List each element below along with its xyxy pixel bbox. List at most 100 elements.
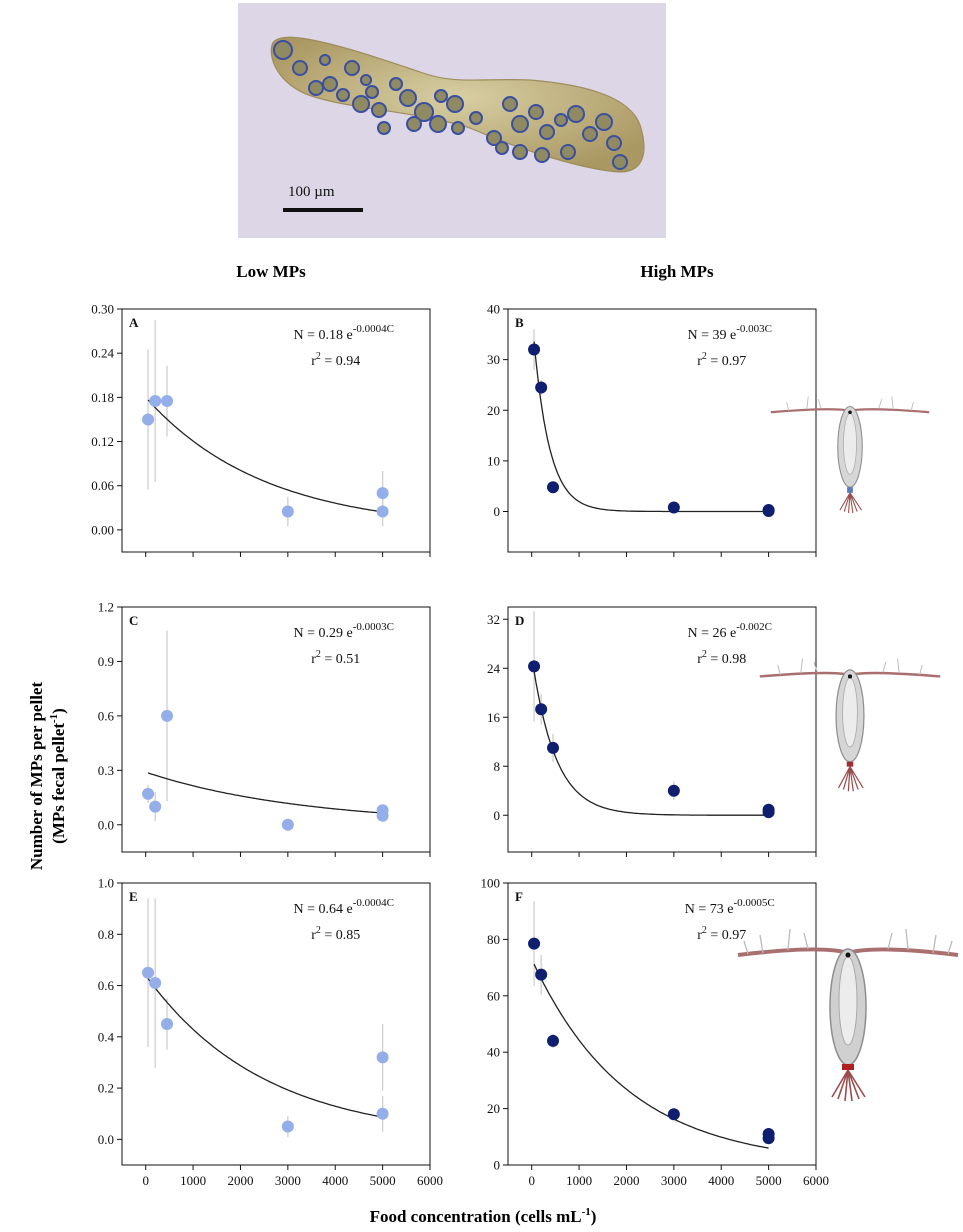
microplastic-bead bbox=[344, 60, 360, 76]
x-tick-label: 3000 bbox=[275, 1173, 301, 1188]
x-axis-label-text: Food concentration (cells mL bbox=[370, 1207, 582, 1226]
data-point bbox=[535, 381, 548, 394]
data-point bbox=[762, 504, 775, 517]
r-squared: r2 = 0.94 bbox=[311, 351, 360, 369]
panel-letter: D bbox=[515, 613, 524, 628]
fit-curve bbox=[533, 341, 769, 513]
x-tick-label: 0 bbox=[528, 1173, 535, 1188]
panel-c: 0.0 0.3 0.6 0.9 1.2 C N = 0.29 e-0.0003C r2 = 0… bbox=[98, 600, 431, 857]
microplastic-bead bbox=[319, 54, 331, 66]
y-axis-label-line2: (MPs fecal pellet bbox=[49, 723, 68, 844]
r-squared-sup: 2 bbox=[702, 649, 707, 660]
data-point bbox=[142, 413, 155, 426]
fit-equation: N = 0.18 e-0.0004C bbox=[294, 323, 394, 343]
microplastic-bead bbox=[595, 113, 613, 131]
fit-equation-exponent: -0.002C bbox=[736, 621, 772, 633]
microplastic-bead bbox=[414, 102, 434, 122]
y-tick-label: 0.24 bbox=[91, 346, 114, 361]
svg-text:(MPs fecal pellet-1): (MPs fecal pellet-1) bbox=[48, 708, 68, 844]
microplastic-bead bbox=[567, 105, 585, 123]
x-tick-label: 5000 bbox=[370, 1173, 396, 1188]
data-point bbox=[667, 1108, 680, 1121]
r-squared-symbol: r bbox=[697, 354, 702, 369]
microplastic-bead bbox=[469, 111, 483, 125]
data-point bbox=[376, 1051, 389, 1064]
y-axis-label-sup: -1 bbox=[48, 714, 60, 723]
fit-curve bbox=[533, 963, 769, 1149]
r-squared-sup: 2 bbox=[316, 925, 321, 936]
plot-frame bbox=[507, 882, 817, 1166]
data-point bbox=[535, 968, 548, 981]
microplastic-bead bbox=[502, 96, 518, 112]
x-axis-label-close: ) bbox=[591, 1207, 597, 1226]
plot-frame bbox=[121, 882, 431, 1166]
data-point bbox=[161, 1018, 174, 1030]
y-tick-label: 0.18 bbox=[91, 390, 114, 405]
y-tick-label: 0 bbox=[494, 808, 501, 823]
r-squared-symbol: r bbox=[311, 652, 316, 667]
x-axis-label-sup: -1 bbox=[582, 1206, 591, 1218]
microplastic-bead bbox=[451, 121, 465, 135]
fit-curve bbox=[147, 399, 383, 513]
r-squared-sup: 2 bbox=[702, 925, 707, 936]
fit-equation-base: N = 0.18 e bbox=[294, 328, 353, 343]
y-tick-label: 0.6 bbox=[98, 978, 115, 993]
microplastic-bead bbox=[539, 124, 555, 140]
x-tick-label: 1000 bbox=[566, 1173, 592, 1188]
microplastic-bead bbox=[446, 95, 464, 113]
panel-letter: A bbox=[129, 315, 139, 330]
data-point bbox=[376, 1107, 389, 1120]
y-tick-label: 0.06 bbox=[91, 478, 114, 493]
scale-bar bbox=[283, 208, 363, 212]
r-squared-sup: 2 bbox=[316, 649, 321, 660]
y-tick-label: 0.2 bbox=[98, 1081, 114, 1096]
y-tick-label: 8 bbox=[494, 759, 501, 774]
y-tick-label: 60 bbox=[487, 988, 500, 1003]
r-squared: r2 = 0.97 bbox=[697, 351, 746, 369]
y-tick-label: 10 bbox=[487, 453, 500, 468]
data-point bbox=[528, 343, 541, 356]
data-point bbox=[762, 1132, 775, 1145]
y-tick-label: 30 bbox=[487, 352, 500, 367]
y-tick-label: 0.6 bbox=[98, 708, 115, 723]
x-tick-label: 5000 bbox=[756, 1173, 782, 1188]
microplastic-bead bbox=[495, 141, 509, 155]
y-tick-label: 24 bbox=[487, 661, 501, 676]
y-tick-label: 40 bbox=[487, 302, 500, 317]
plot-frame bbox=[121, 606, 431, 853]
fit-equation-exponent: -0.0003C bbox=[353, 621, 394, 633]
y-tick-label: 0 bbox=[494, 1158, 501, 1173]
data-point bbox=[547, 1034, 560, 1047]
y-tick-label: 100 bbox=[481, 876, 501, 891]
fit-equation-base: N = 0.64 e bbox=[294, 902, 353, 917]
microplastic-bead bbox=[336, 88, 350, 102]
microplastic-bead bbox=[582, 126, 598, 142]
data-point bbox=[149, 395, 162, 408]
panel-letter: F bbox=[515, 889, 523, 904]
data-point bbox=[161, 709, 174, 722]
microplastic-bead bbox=[322, 76, 338, 92]
plot-frame bbox=[121, 308, 431, 553]
microplastic-bead bbox=[360, 74, 372, 86]
r-squared-symbol: r bbox=[311, 928, 316, 943]
data-point bbox=[547, 481, 560, 494]
copepod-icon bbox=[770, 396, 930, 514]
microplastic-bead bbox=[352, 95, 370, 113]
fit-equation-base: N = 26 e bbox=[688, 626, 737, 641]
panel-letter: B bbox=[515, 315, 524, 330]
microplastic-particles bbox=[273, 40, 628, 170]
microplastic-bead bbox=[308, 80, 324, 96]
y-tick-label: 0.3 bbox=[98, 763, 114, 778]
panel-e: 0.0 0.2 0.4 0.6 0.8 1.0 0 1000 2000 3000 4000 5000 6… bbox=[98, 876, 443, 1189]
x-tick-label: 2000 bbox=[613, 1173, 639, 1188]
y-axis-label-line1: Number of MPs per pellet bbox=[27, 682, 46, 871]
r-squared-value: = 0.97 bbox=[707, 928, 746, 943]
r-squared-value: = 0.98 bbox=[707, 652, 746, 667]
y-tick-label: 0.00 bbox=[91, 522, 114, 537]
r-squared: r2 = 0.85 bbox=[311, 925, 360, 943]
fit-equation: N = 0.29 e-0.0003C bbox=[294, 621, 394, 641]
r-squared: r2 = 0.51 bbox=[311, 649, 360, 667]
y-tick-label: 0.0 bbox=[98, 1132, 114, 1147]
microplastic-bead bbox=[406, 116, 422, 132]
